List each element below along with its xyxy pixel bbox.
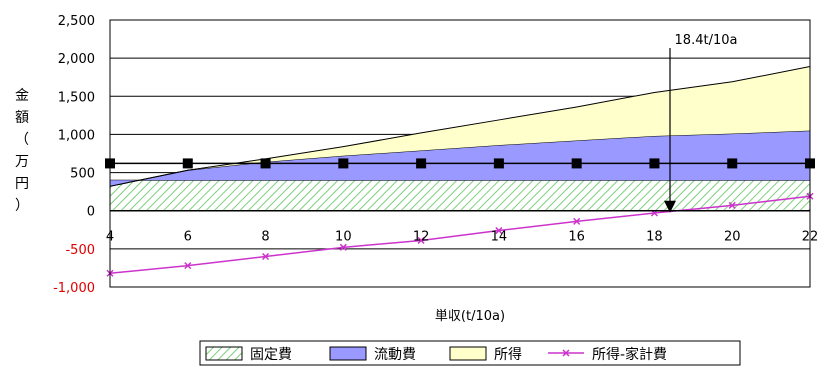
reference-marker (649, 158, 660, 169)
reference-marker (493, 158, 504, 169)
line-marker (262, 252, 270, 261)
line-marker (417, 236, 425, 244)
reference-marker (416, 158, 427, 169)
line-marker (495, 227, 503, 235)
legend: 固定費 流動費 所得 所得-家計費 (199, 340, 741, 366)
legend-label: 所得-家計費 (592, 346, 667, 363)
annotation-arrowhead (664, 200, 676, 213)
y-axis-label-char: 円 (15, 176, 29, 192)
x-tick-label: 20 (724, 230, 741, 245)
x-tick-label: 10 (335, 230, 352, 245)
line-marker (339, 243, 347, 251)
legend-swatch (329, 346, 367, 361)
x-axis-label: 単収(t/10a) (435, 308, 505, 324)
legend-marker (562, 349, 570, 357)
x-tick-label: 8 (261, 230, 269, 245)
reference-marker (260, 158, 271, 169)
legend-label: 固定費 (250, 347, 292, 363)
y-axis-label-char: 額 (15, 110, 29, 126)
annotation-label: 18.4t/10a (675, 33, 738, 48)
area-2 (110, 130, 810, 187)
x-tick-label: 14 (491, 230, 508, 245)
y-tick-label: 1,000 (58, 128, 95, 143)
axes: 2,500 2,000 1,500 1,000 500 0 -500 -1,000 4 6 8 10 1… (15, 14, 818, 324)
y-tick-label: 2,000 (58, 52, 95, 67)
x-tick-label: 6 (184, 230, 192, 245)
x-tick-label: 4 (106, 230, 114, 245)
y-axis-label-char: 万 (15, 154, 29, 170)
line-marker (728, 201, 736, 209)
legend-label: 所得 (494, 346, 522, 363)
y-tick-label: -1,000 (53, 281, 95, 296)
x-tick-label: 22 (802, 230, 818, 245)
legend-swatch (205, 346, 243, 361)
reference-marker (182, 158, 193, 169)
x-tick-label: 12 (413, 230, 430, 245)
income-minus-living-line (109, 195, 811, 275)
area-1 (110, 180, 810, 211)
legend-label: 流動費 (374, 347, 416, 363)
series-lines (109, 162, 811, 275)
reference-marker (727, 158, 738, 169)
annotation: 18.4t/10a (664, 33, 737, 213)
legend-swatch (449, 346, 487, 361)
reference-marker (571, 158, 582, 169)
reference-marker (338, 158, 349, 169)
y-axis-label-char: 金 (15, 88, 29, 104)
plot-border (109, 19, 811, 288)
y-tick-label: 500 (70, 167, 95, 182)
y-tick-label: 0 (87, 205, 95, 220)
x-tick-label: 18 (646, 230, 663, 245)
y-tick-label: 1,500 (58, 90, 95, 105)
stacked-areas (109, 66, 811, 211)
line-marker (184, 262, 192, 270)
line-marker (573, 217, 581, 225)
y-tick-label: 2,500 (58, 14, 95, 29)
y-axis-label-char: （ (15, 132, 29, 148)
y-axis-label-char: ） (15, 198, 29, 214)
x-tick-label: 16 (568, 230, 585, 245)
y-tick-label: -500 (65, 243, 95, 258)
area-edge-3 (109, 66, 811, 187)
